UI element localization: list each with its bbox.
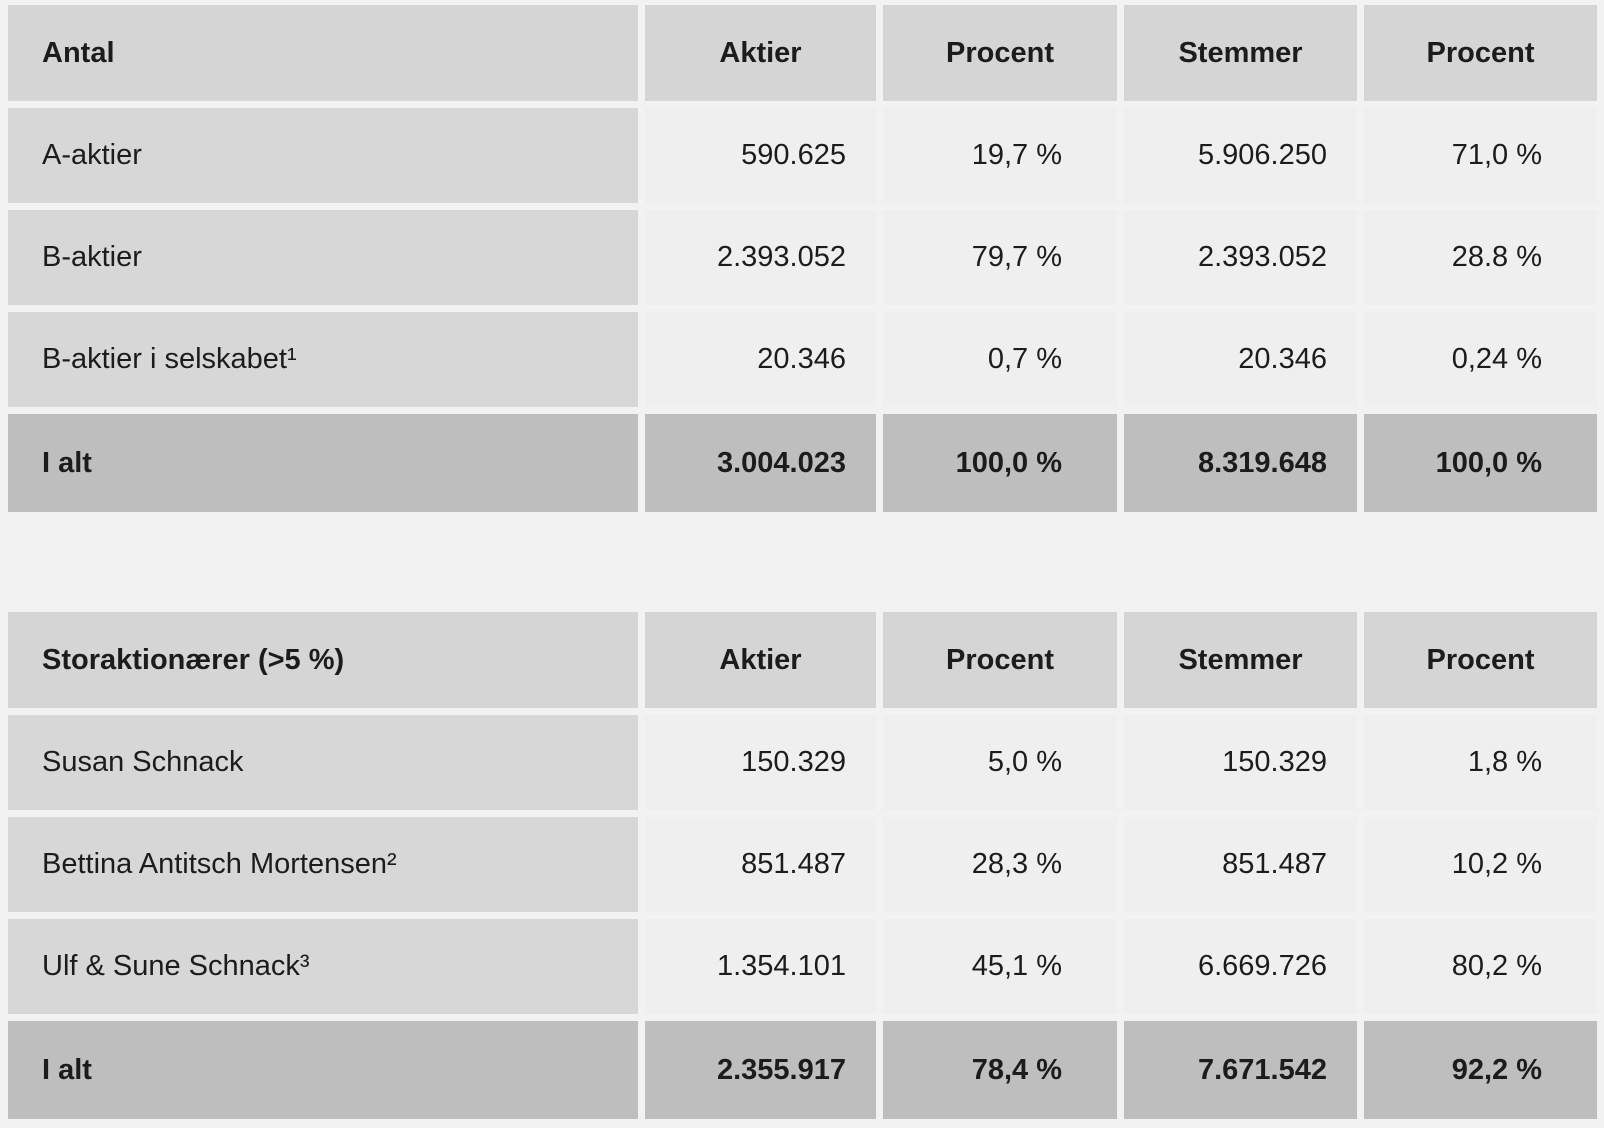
votes-cell: 851.487 [1124,817,1357,912]
shares-pct-cell: 19,7 % [883,108,1117,203]
column-header-procent: Procent [1364,612,1597,708]
votes-cell: 2.393.052 [1124,210,1357,305]
votes-cell: 5.906.250 [1124,108,1357,203]
row-label-cell: Ulf & Sune Schnack³ [8,919,638,1014]
row-label-cell: A-aktier [8,108,638,203]
total-label-cell: I alt [8,1021,638,1119]
table-row: Bettina Antitsch Mortensen² 851.487 28,3… [8,817,1597,912]
row-label-cell: Susan Schnack [8,715,638,810]
row-label-cell: B-aktier i selskabet¹ [8,312,638,407]
votes-pct-cell: 10,2 % [1364,817,1597,912]
shares-cell: 20.346 [645,312,876,407]
table-row: Susan Schnack 150.329 5,0 % 150.329 1,8 … [8,715,1597,810]
shares-cell: 1.354.101 [645,919,876,1014]
table-row: B-aktier 2.393.052 79,7 % 2.393.052 28.8… [8,210,1597,305]
shares-pct-cell: 28,3 % [883,817,1117,912]
column-header-procent: Procent [883,5,1117,101]
table-share-capital: Antal Aktier Procent Stemmer Procent A-a… [8,5,1597,512]
table-total-row: I alt 3.004.023 100,0 % 8.319.648 100,0 … [8,414,1597,512]
shares-cell: 150.329 [645,715,876,810]
shares-pct-cell: 45,1 % [883,919,1117,1014]
column-header-aktier: Aktier [645,612,876,708]
votes-cell: 150.329 [1124,715,1357,810]
table-header-row: Storaktionærer (>5 %) Aktier Procent Ste… [8,612,1597,708]
total-votes-pct-cell: 92,2 % [1364,1021,1597,1119]
table-row: A-aktier 590.625 19,7 % 5.906.250 71,0 % [8,108,1597,203]
votes-pct-cell: 80,2 % [1364,919,1597,1014]
table-row: B-aktier i selskabet¹ 20.346 0,7 % 20.34… [8,312,1597,407]
row-label-cell: Bettina Antitsch Mortensen² [8,817,638,912]
table-header-row: Antal Aktier Procent Stemmer Procent [8,5,1597,101]
column-header-procent: Procent [1364,5,1597,101]
column-header-stemmer: Stemmer [1124,612,1357,708]
votes-cell: 6.669.726 [1124,919,1357,1014]
total-votes-cell: 7.671.542 [1124,1021,1357,1119]
column-header-antal: Antal [8,5,638,101]
shares-pct-cell: 79,7 % [883,210,1117,305]
total-votes-pct-cell: 100,0 % [1364,414,1597,512]
table-major-shareholders: Storaktionærer (>5 %) Aktier Procent Ste… [8,612,1597,1119]
votes-cell: 20.346 [1124,312,1357,407]
total-shares-cell: 2.355.917 [645,1021,876,1119]
column-header-procent: Procent [883,612,1117,708]
total-shares-cell: 3.004.023 [645,414,876,512]
column-header-storaktionaerer: Storaktionærer (>5 %) [8,612,638,708]
shares-pct-cell: 5,0 % [883,715,1117,810]
total-votes-cell: 8.319.648 [1124,414,1357,512]
votes-pct-cell: 0,24 % [1364,312,1597,407]
table-row: Ulf & Sune Schnack³ 1.354.101 45,1 % 6.6… [8,919,1597,1014]
votes-pct-cell: 28.8 % [1364,210,1597,305]
votes-pct-cell: 1,8 % [1364,715,1597,810]
shares-cell: 2.393.052 [645,210,876,305]
table-gap [8,512,1604,612]
shares-cell: 590.625 [645,108,876,203]
shares-pct-cell: 0,7 % [883,312,1117,407]
votes-pct-cell: 71,0 % [1364,108,1597,203]
total-label-cell: I alt [8,414,638,512]
row-label-cell: B-aktier [8,210,638,305]
total-shares-pct-cell: 78,4 % [883,1021,1117,1119]
table-total-row: I alt 2.355.917 78,4 % 7.671.542 92,2 % [8,1021,1597,1119]
total-shares-pct-cell: 100,0 % [883,414,1117,512]
shares-cell: 851.487 [645,817,876,912]
column-header-stemmer: Stemmer [1124,5,1357,101]
column-header-aktier: Aktier [645,5,876,101]
